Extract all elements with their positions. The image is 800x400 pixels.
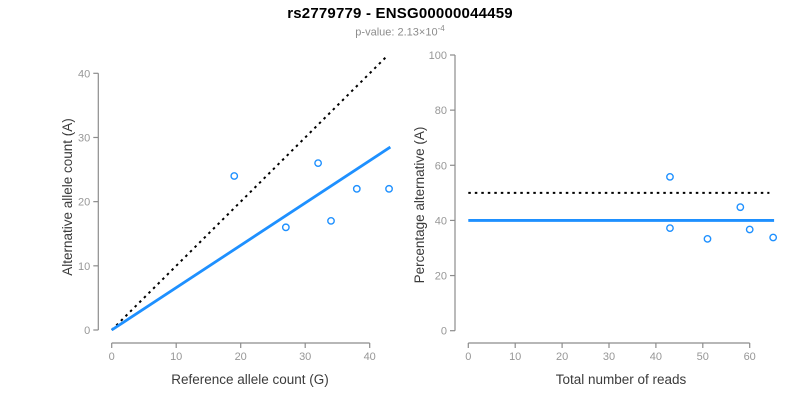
expected-ratio-line bbox=[110, 145, 392, 332]
identity-line bbox=[110, 54, 389, 331]
p-value-exponent: -4 bbox=[437, 24, 445, 33]
x-tick-label: 30 bbox=[603, 351, 615, 363]
data-point bbox=[314, 159, 322, 168]
x-tick-label: 0 bbox=[109, 351, 115, 363]
y-tick-label: 100 bbox=[429, 50, 447, 62]
x-tick-label: 20 bbox=[235, 351, 247, 363]
data-point bbox=[281, 223, 290, 232]
y-tick-label: 30 bbox=[78, 132, 90, 144]
x-tick-label: 30 bbox=[299, 351, 311, 363]
x-tick-label: 20 bbox=[556, 351, 568, 363]
y-tick-label: 80 bbox=[435, 105, 447, 117]
y-tick-label: 60 bbox=[435, 160, 447, 172]
plot-title: rs2779779 - ENSG00000044459 bbox=[287, 5, 513, 22]
y-tick-label: 0 bbox=[441, 326, 447, 338]
x-tick-label: 40 bbox=[650, 351, 662, 363]
left-chart: 0 10 20 30 40 0 10 20 30 40 Reference allele count… bbox=[60, 54, 393, 387]
data-point bbox=[327, 217, 335, 225]
plot-subtitle: p-value: 2.13×10-4 bbox=[0, 24, 800, 39]
y-axis-title: Percentage alternative (A) bbox=[412, 127, 427, 284]
right-chart: 0 10 20 30 40 50 60 0 20 40 60 80 100 Total number of… bbox=[412, 50, 778, 387]
data-point bbox=[769, 233, 778, 242]
y-tick-label: 0 bbox=[84, 325, 90, 337]
y-tick-label: 20 bbox=[435, 271, 447, 283]
x-tick-label: 10 bbox=[509, 351, 521, 363]
data-point bbox=[666, 172, 674, 181]
x-tick-label: 50 bbox=[697, 351, 709, 363]
x-tick-label: 60 bbox=[744, 351, 756, 363]
data-point bbox=[352, 184, 361, 193]
y-tick-label: 40 bbox=[78, 68, 90, 80]
y-tick-label: 20 bbox=[78, 197, 90, 209]
data-point bbox=[666, 224, 674, 233]
y-tick-label: 10 bbox=[78, 261, 90, 273]
x-tick-label: 40 bbox=[364, 351, 376, 363]
data-point bbox=[736, 203, 745, 212]
y-tick-label: 40 bbox=[435, 215, 447, 227]
p-value-text: p-value: 2.13×10 bbox=[355, 26, 438, 39]
data-point bbox=[745, 225, 754, 234]
data-point bbox=[230, 172, 239, 180]
x-axis-title: Total number of reads bbox=[556, 372, 687, 387]
x-tick-label: 0 bbox=[465, 351, 471, 363]
x-tick-label: 10 bbox=[170, 351, 182, 363]
data-point bbox=[703, 234, 712, 243]
y-axis-title: Alternative allele count (A) bbox=[60, 118, 75, 276]
data-point bbox=[385, 184, 393, 193]
x-axis-title: Reference allele count (G) bbox=[171, 372, 329, 387]
